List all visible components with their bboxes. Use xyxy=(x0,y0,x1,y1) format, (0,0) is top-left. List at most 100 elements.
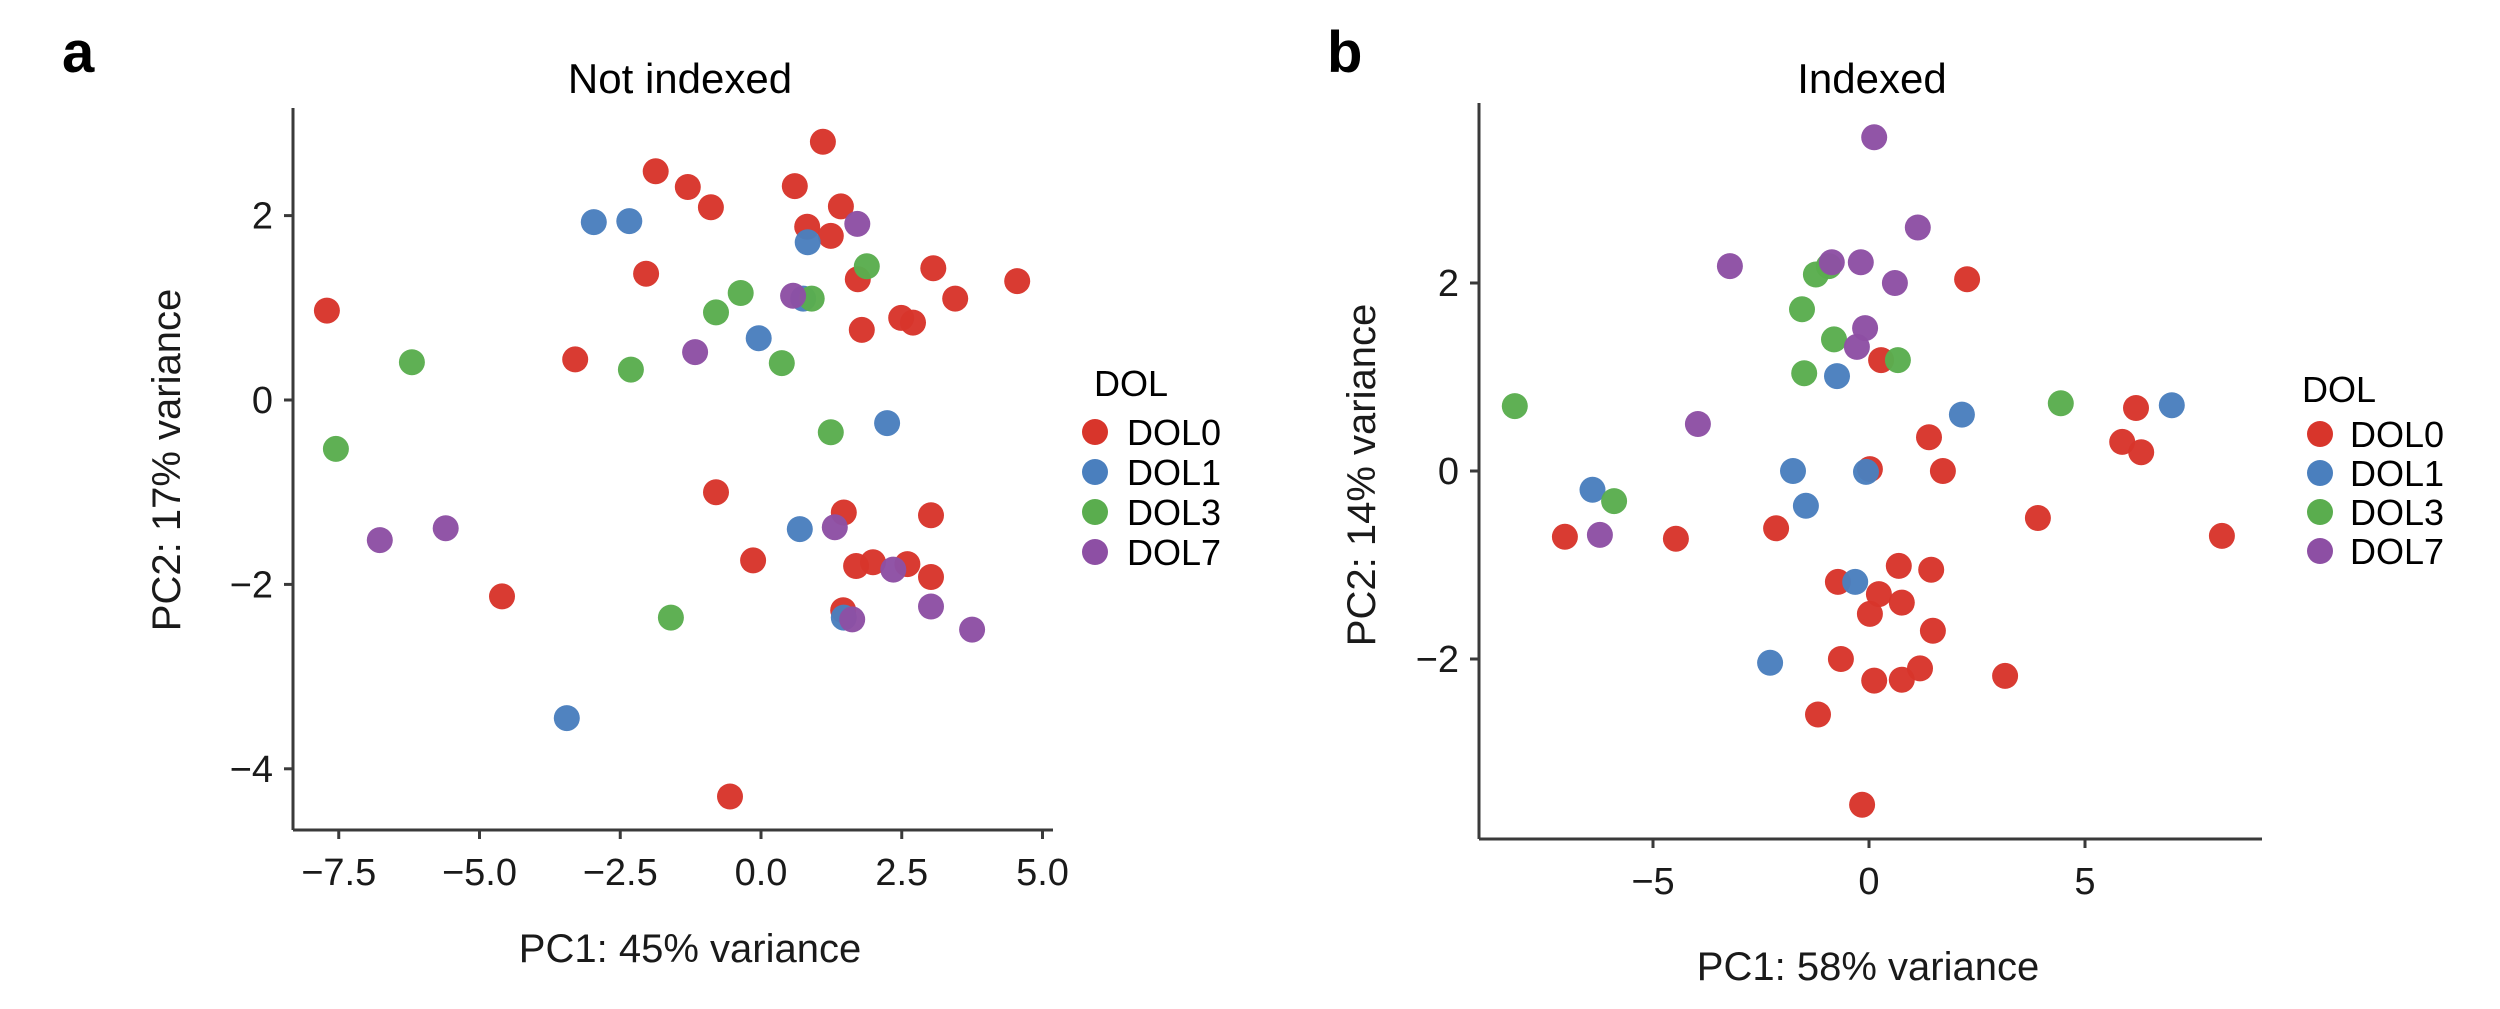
data-point-dol0 xyxy=(1551,523,1578,550)
legend-marker-dol3 xyxy=(2307,499,2333,525)
data-point-dol0 xyxy=(1662,525,1689,552)
data-point-dol3 xyxy=(768,350,795,377)
data-point-dol3 xyxy=(398,349,425,376)
data-point-dol0 xyxy=(1861,667,1888,694)
data-point-dol0 xyxy=(1929,458,1956,484)
legend-title-a: DOL xyxy=(1094,363,1168,404)
data-point-dol1 xyxy=(786,516,813,543)
data-point-dol0 xyxy=(918,564,944,590)
data-point-dol0 xyxy=(1885,552,1912,579)
data-point-dol1 xyxy=(1780,458,1806,484)
data-point-dol0 xyxy=(697,194,724,221)
data-point-dol7 xyxy=(1684,411,1711,437)
data-point-dol0 xyxy=(1907,655,1933,682)
data-point-dol0 xyxy=(2109,428,2136,455)
y-axis-title-a: PC2: 17% variance xyxy=(145,289,189,631)
legend-marker-dol3 xyxy=(1082,499,1108,525)
y-tick-label-a: 0 xyxy=(252,380,273,422)
data-point-dol0 xyxy=(1954,266,1981,293)
legend-b: DOL DOL0 DOL1 DOL3 DOL7 xyxy=(2302,369,2444,572)
data-point-dol7 xyxy=(1843,333,1870,360)
series-dol1-b xyxy=(1579,363,2185,676)
data-point-dol0 xyxy=(809,128,836,155)
data-point-dol0 xyxy=(562,346,589,373)
series-dol3-a xyxy=(322,253,880,631)
legend-marker-dol7 xyxy=(1082,539,1108,565)
data-point-dol1 xyxy=(794,229,821,256)
data-point-dol3 xyxy=(657,604,684,631)
x-tick-label-b: 5 xyxy=(2074,861,2095,903)
data-point-dol1 xyxy=(1842,568,1869,595)
data-point-dol0 xyxy=(674,174,701,200)
data-point-dol7 xyxy=(682,339,709,366)
data-point-dol0 xyxy=(2123,395,2149,421)
y-tick-label-b: −2 xyxy=(1416,639,1459,681)
data-point-dol0 xyxy=(827,193,854,220)
legend-label-dol7: DOL7 xyxy=(2350,531,2444,572)
data-point-dol7 xyxy=(1904,214,1931,241)
data-point-dol0 xyxy=(633,260,660,287)
legend-label-dol0: DOL0 xyxy=(2350,414,2444,455)
legend-marker-dol0 xyxy=(1082,419,1108,445)
legend-marker-dol0 xyxy=(2307,421,2333,447)
x-tick-label-a: −5.0 xyxy=(442,852,517,894)
data-point-dol7 xyxy=(880,556,907,583)
series-dol0-a xyxy=(313,128,1031,810)
data-point-dol0 xyxy=(817,222,844,249)
y-tick-label-b: 0 xyxy=(1438,451,1459,493)
data-point-dol0 xyxy=(942,285,969,312)
legend-item-dol3-a: DOL3 xyxy=(1082,492,1221,533)
data-point-dol3 xyxy=(1501,393,1528,420)
y-tick-label-a: −2 xyxy=(230,564,273,606)
legend-label-dol1: DOL1 xyxy=(2350,453,2444,494)
data-point-dol0 xyxy=(1805,701,1831,728)
data-point-dol0 xyxy=(1919,617,1946,644)
data-point-dol7 xyxy=(1847,249,1874,276)
legend-item-dol7-b: DOL7 xyxy=(2307,531,2444,572)
data-point-dol0 xyxy=(1849,791,1876,818)
data-point-dol3 xyxy=(322,435,349,462)
data-point-dol0 xyxy=(1763,515,1790,542)
legend-label-dol1: DOL1 xyxy=(1127,452,1221,493)
data-point-dol0 xyxy=(740,547,767,574)
data-point-dol0 xyxy=(313,297,340,324)
data-point-dol0 xyxy=(1916,424,1942,451)
data-point-dol1 xyxy=(616,208,643,235)
legend-marker-dol1 xyxy=(2307,460,2333,486)
y-axis-title-b: PC2: 14% variance xyxy=(1340,304,1384,646)
series-dol7-a xyxy=(366,210,986,643)
x-tick-label-a: 0.0 xyxy=(735,852,788,894)
data-point-dol7 xyxy=(821,514,848,541)
x-tick-label-a: 5.0 xyxy=(1016,852,1069,894)
data-point-dol1 xyxy=(745,325,772,352)
data-point-dol3 xyxy=(1821,326,1847,353)
x-tick-label-b: 0 xyxy=(1858,861,1879,903)
data-point-dol1 xyxy=(874,410,901,437)
data-point-dol7 xyxy=(432,515,459,542)
data-point-dol1 xyxy=(1579,476,1606,503)
legend-item-dol0-b: DOL0 xyxy=(2307,414,2444,455)
data-point-dol1 xyxy=(1853,458,1879,485)
x-axis-title-a: PC1: 45% variance xyxy=(519,927,861,971)
data-point-dol1 xyxy=(580,209,607,236)
data-point-dol0 xyxy=(920,255,947,282)
legend-a: DOL DOL0 DOL1 DOL3 DOL7 xyxy=(1082,363,1221,573)
data-point-dol3 xyxy=(1884,347,1911,374)
data-point-dol7 xyxy=(1586,521,1613,548)
legend-item-dol7-a: DOL7 xyxy=(1082,532,1221,573)
data-point-dol0 xyxy=(900,309,926,336)
y-tick-label-a: −4 xyxy=(230,749,273,791)
data-point-dol0 xyxy=(2128,439,2155,466)
data-point-dol0 xyxy=(1856,600,1883,627)
data-point-dol7 xyxy=(780,282,807,309)
data-point-dol0 xyxy=(860,549,886,576)
data-point-dol0 xyxy=(717,783,743,810)
panel-label-a: a xyxy=(62,20,95,85)
data-point-dol3 xyxy=(1791,360,1818,387)
panel-b: b Indexed −5 0 5 2 0 −2 PC1: 58% variance PC2… xyxy=(1327,20,2444,989)
data-point-dol0 xyxy=(848,316,875,343)
data-point-dol0 xyxy=(918,502,944,529)
data-point-dol3 xyxy=(817,419,844,446)
chart-title-a: Not indexed xyxy=(568,55,792,102)
